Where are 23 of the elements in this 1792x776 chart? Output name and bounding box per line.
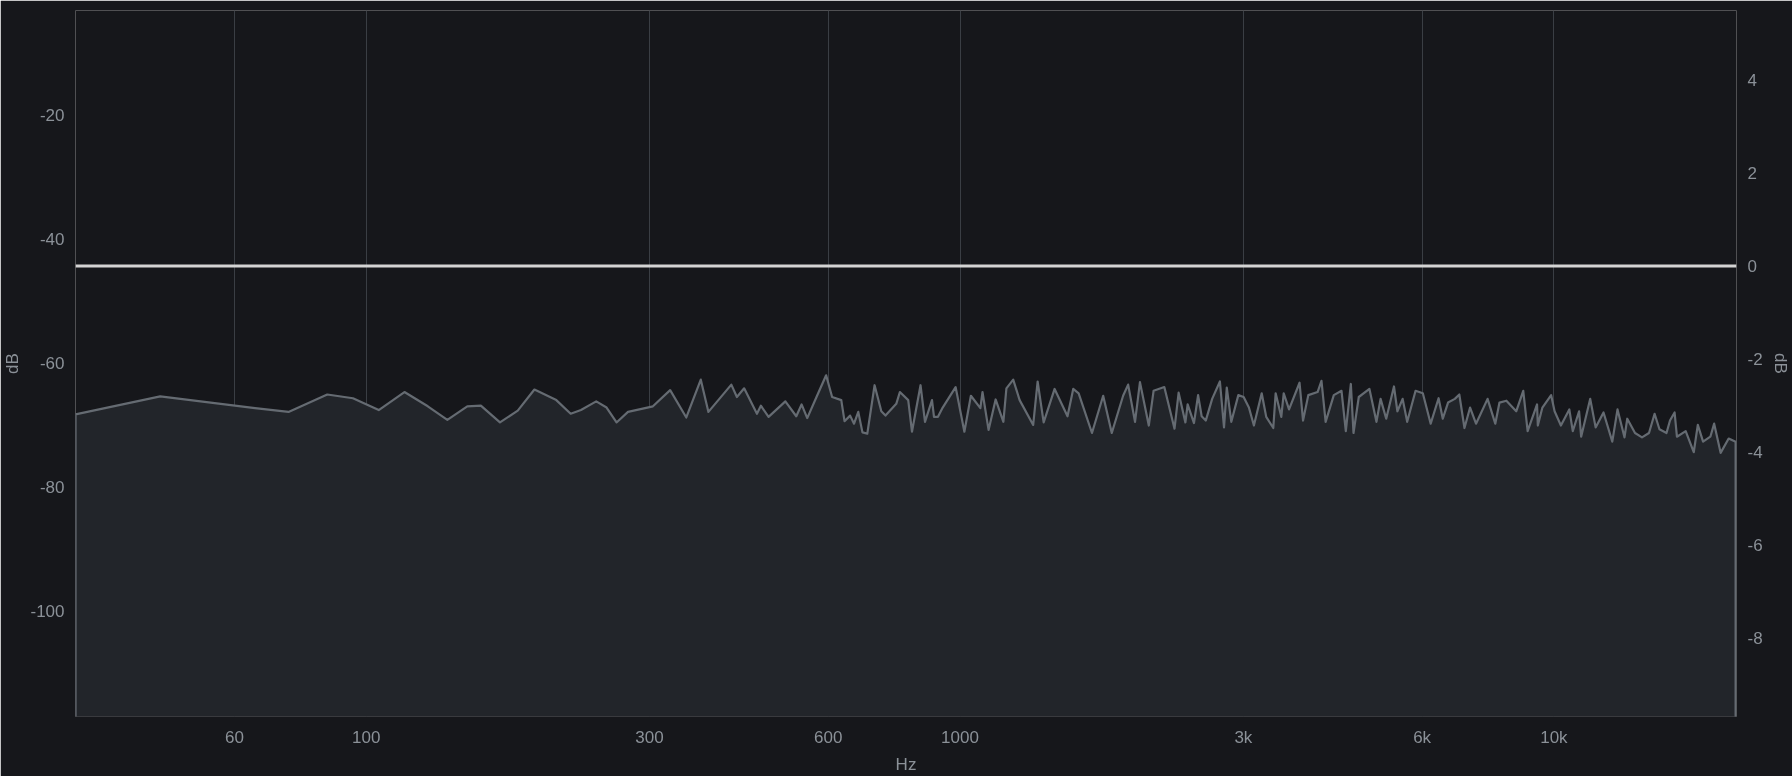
y-tick-label: -40	[39, 229, 65, 249]
y-tick-label: -60	[39, 353, 65, 373]
y-tick-label: -100	[30, 602, 65, 622]
x-tick-label: 6k	[1413, 727, 1432, 747]
y-tick-label: -20	[39, 105, 65, 125]
x-tick-label: 100	[351, 727, 381, 747]
y2-tick-label: 2	[1747, 164, 1757, 184]
y2-axis-title: dB	[1770, 353, 1790, 374]
y2-tick-label: -8	[1747, 628, 1763, 648]
x-tick-label: 1000	[941, 727, 979, 747]
x-tick-label: 300	[635, 727, 664, 747]
y2-tick-label: -4	[1747, 442, 1763, 462]
x-tick-label: 3k	[1234, 727, 1253, 747]
y-axis-title: dB	[3, 353, 23, 374]
y2-tick-label: 0	[1747, 256, 1757, 276]
x-tick-label: 10k	[1540, 727, 1569, 747]
y2-tick-label: -6	[1747, 535, 1763, 555]
x-tick-label: 60	[224, 727, 244, 747]
y2-tick-label: 4	[1747, 71, 1757, 91]
x-tick-label: 600	[814, 727, 843, 747]
x-axis-title: Hz	[895, 754, 917, 774]
y2-tick-label: -2	[1747, 349, 1763, 369]
y-tick-label: -80	[39, 477, 65, 497]
